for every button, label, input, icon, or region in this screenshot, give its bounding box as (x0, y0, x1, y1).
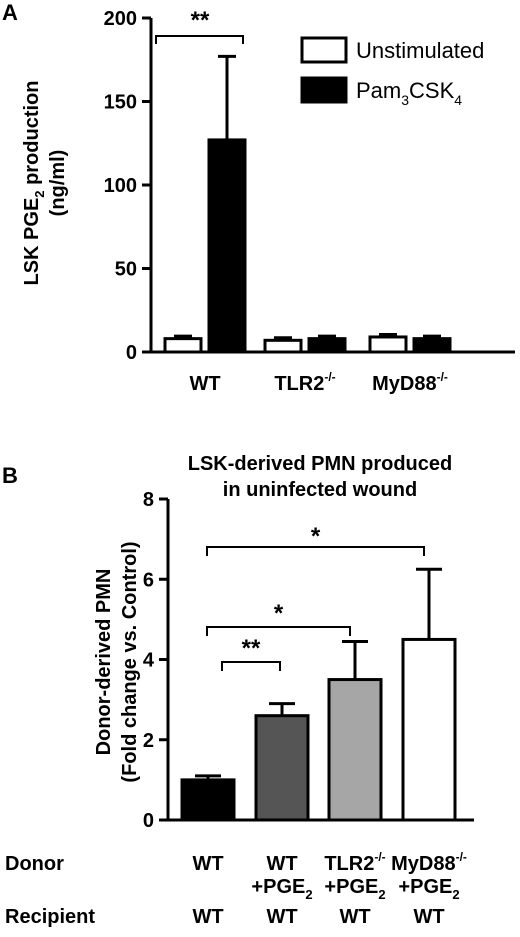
chart-a-y-label-text: LSK PGE2​ production (21, 80, 47, 285)
chart-a-legend: Unstimulated Pam3​CSK4​ (300, 36, 484, 108)
chart-a-y-tick-label: 0 (126, 342, 137, 364)
donor-label: WT (266, 853, 297, 875)
chart-b-category-labels: DonorRecipientWTWTWT+PGE2​WTTLR2-/-+PGE2… (5, 850, 467, 928)
legend-label: Pam3​CSK4​ (356, 78, 462, 108)
recipient-label: WT (266, 906, 297, 928)
chart-b-significance: **** (206, 523, 425, 671)
chart-b-title: LSK-derived PMN produced (188, 453, 452, 475)
donor-treatment-label: +PGE2​ (324, 876, 385, 902)
donor-treatment-label: +PGE2​ (251, 876, 312, 902)
chart-a-x-tick-label: MyD88-/- (372, 370, 448, 395)
significance-label: * (274, 600, 284, 627)
significance-label: * (311, 523, 321, 550)
chart-a-bar (307, 337, 347, 354)
chart-a: LSK PGE2​ production (ng/ml) 0 50 100 150 20… (21, 7, 515, 395)
chart-b-bars (180, 567, 457, 822)
donor-row-label: Donor (5, 853, 64, 875)
chart-a-axes: 0 50 100 150 200 WT TLR2-/- MyD88-/- (104, 8, 515, 395)
chart-a-bar (263, 338, 303, 354)
chart-a-y-tick-label: 200 (104, 8, 137, 30)
chart-a-bars (163, 54, 452, 354)
chart-a-bar (368, 335, 408, 354)
chart-b-y-label-line2: (Fold change vs. Control) (119, 541, 141, 782)
donor-treatment-label: +PGE2​ (398, 876, 459, 902)
donor-label: MyD88-/- (391, 850, 467, 875)
significance-bracket (155, 35, 244, 44)
chart-a-bar (412, 337, 452, 354)
significance-bracket (221, 661, 281, 671)
chart-b-y-tick-label: 0 (143, 810, 154, 832)
chart-b-bar (254, 714, 310, 822)
chart-b: LSK-derived PMN produced in uninfected w… (5, 453, 474, 928)
legend-label: Unstimulated (356, 38, 484, 63)
chart-b-y-tick-label: 6 (143, 569, 154, 591)
donor-label: WT (192, 853, 223, 875)
chart-a-x-tick-label: TLR2-/- (274, 370, 335, 395)
chart-b-bar (327, 678, 383, 822)
chart-b-y-tick-label: 8 (143, 489, 154, 511)
significance-bracket (206, 626, 351, 636)
chart-b-y-axis-label: Donor-derived PMN (Fold change vs. Contr… (93, 541, 141, 782)
significance-bracket (206, 546, 425, 556)
legend-swatch (300, 76, 348, 104)
chart-a-y-tick-label: 150 (104, 92, 137, 114)
chart-b-y-label-line1: Donor-derived PMN (93, 569, 115, 756)
chart-a-significance: ** (155, 7, 244, 44)
recipient-label: WT (192, 906, 223, 928)
chart-b-y-tick-label: 4 (143, 650, 155, 672)
panel-label-a: A (2, 0, 18, 25)
donor-label: TLR2-/- (324, 850, 385, 875)
chart-b-y-tick-label: 2 (143, 730, 154, 752)
chart-a-x-tick-label: WT (189, 373, 220, 395)
chart-a-y-tick-label: 100 (104, 175, 137, 197)
significance-label: ** (242, 635, 261, 662)
recipient-label: WT (413, 906, 444, 928)
chart-a-y-tick-label: 50 (115, 259, 137, 281)
chart-a-bar (163, 337, 203, 354)
recipient-row-label: Recipient (5, 906, 95, 928)
chart-a-y-label-unit: (ng/ml) (47, 150, 69, 217)
significance-label: ** (191, 7, 210, 34)
chart-b-bar (180, 778, 236, 822)
chart-b-bar (401, 637, 457, 822)
panel-label-b: B (2, 463, 18, 488)
recipient-label: WT (339, 906, 370, 928)
chart-b-subtitle: in uninfected wound (223, 479, 417, 501)
chart-a-y-axis-label: LSK PGE2​ production (ng/ml) (21, 80, 69, 285)
chart-a-bar (207, 138, 247, 354)
legend-swatch (300, 36, 348, 64)
